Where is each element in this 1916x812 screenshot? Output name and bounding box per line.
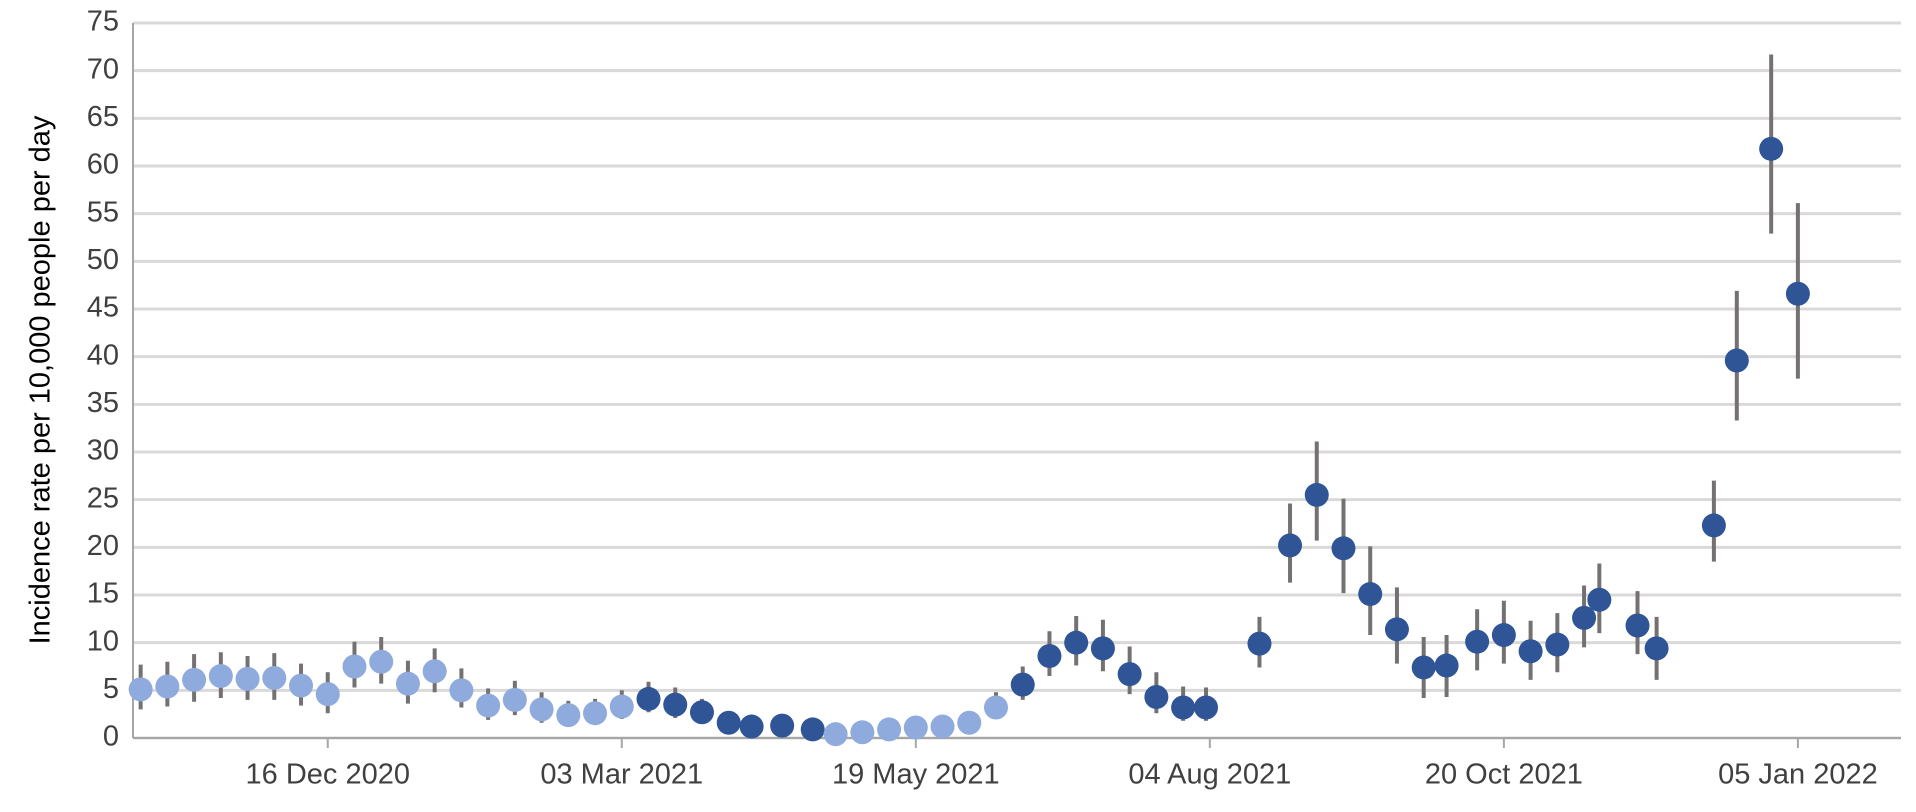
x-tick-label: 19 May 2021 — [832, 759, 1000, 791]
point — [529, 697, 554, 722]
point — [770, 713, 795, 738]
point — [556, 703, 581, 728]
y-tick-label: 10 — [87, 625, 119, 657]
y-tick-label: 45 — [87, 292, 119, 324]
point — [903, 715, 928, 740]
x-tick-label: 16 Dec 2020 — [246, 759, 410, 791]
point — [1144, 685, 1169, 710]
point — [1358, 582, 1383, 607]
x-tick-label: 05 Jan 2022 — [1718, 759, 1878, 791]
point — [1644, 636, 1669, 661]
point — [1010, 672, 1035, 697]
y-tick-label: 5 — [103, 673, 119, 705]
y-tick-label: 70 — [87, 53, 119, 85]
point — [609, 694, 634, 719]
y-tick-label: 30 — [87, 435, 119, 467]
point — [583, 701, 608, 726]
point — [502, 687, 527, 712]
point — [1304, 482, 1329, 507]
y-tick-label: 75 — [87, 6, 119, 38]
y-tick-label: 35 — [87, 387, 119, 419]
point — [800, 717, 825, 742]
point — [983, 695, 1008, 720]
point — [422, 659, 447, 684]
y-tick-label: 65 — [87, 101, 119, 133]
point — [342, 654, 367, 679]
point — [1090, 636, 1115, 661]
point — [739, 714, 764, 739]
point — [1465, 629, 1490, 654]
point — [1491, 623, 1516, 648]
point — [1384, 617, 1409, 642]
point — [1724, 348, 1749, 373]
x-tick-label: 03 Mar 2021 — [540, 759, 703, 791]
point — [1587, 587, 1612, 612]
point — [1701, 513, 1726, 538]
y-axis-label: Incidence rate per 10,000 people per day — [25, 115, 57, 644]
point — [208, 664, 233, 689]
point — [689, 700, 714, 725]
point — [877, 717, 902, 742]
point — [315, 682, 340, 707]
point — [1785, 281, 1810, 306]
point — [155, 674, 180, 699]
point — [369, 649, 394, 674]
point — [395, 671, 420, 696]
y-tick-label: 20 — [87, 530, 119, 562]
point — [182, 667, 207, 692]
y-tick-label: 55 — [87, 196, 119, 228]
y-tick-label: 0 — [103, 721, 119, 753]
point — [663, 692, 688, 717]
point — [289, 673, 314, 698]
point — [1064, 630, 1089, 655]
y-tick-label: 40 — [87, 339, 119, 371]
point — [636, 686, 661, 711]
y-tick-label: 15 — [87, 578, 119, 610]
point — [1572, 605, 1597, 630]
point — [823, 722, 848, 747]
point — [1331, 536, 1356, 561]
point — [476, 693, 501, 718]
point — [1411, 655, 1436, 680]
point — [449, 678, 474, 703]
point — [235, 666, 260, 691]
point — [262, 665, 287, 690]
point — [1278, 533, 1303, 558]
point — [930, 714, 955, 739]
point — [957, 710, 982, 735]
point — [1518, 639, 1543, 664]
point — [1247, 631, 1272, 656]
x-tick-label: 04 Aug 2021 — [1128, 759, 1291, 791]
point — [1434, 653, 1459, 678]
point — [1171, 695, 1196, 720]
point — [1625, 613, 1650, 638]
x-tick-label: 20 Oct 2021 — [1425, 759, 1583, 791]
point — [850, 720, 875, 745]
point — [716, 710, 741, 735]
point — [1759, 136, 1784, 161]
point — [1545, 632, 1570, 657]
point — [1037, 644, 1062, 669]
y-tick-label: 50 — [87, 244, 119, 276]
point — [128, 677, 153, 702]
point — [1117, 662, 1142, 687]
y-tick-label: 25 — [87, 482, 119, 514]
point — [1194, 695, 1219, 720]
y-tick-label: 60 — [87, 149, 119, 181]
